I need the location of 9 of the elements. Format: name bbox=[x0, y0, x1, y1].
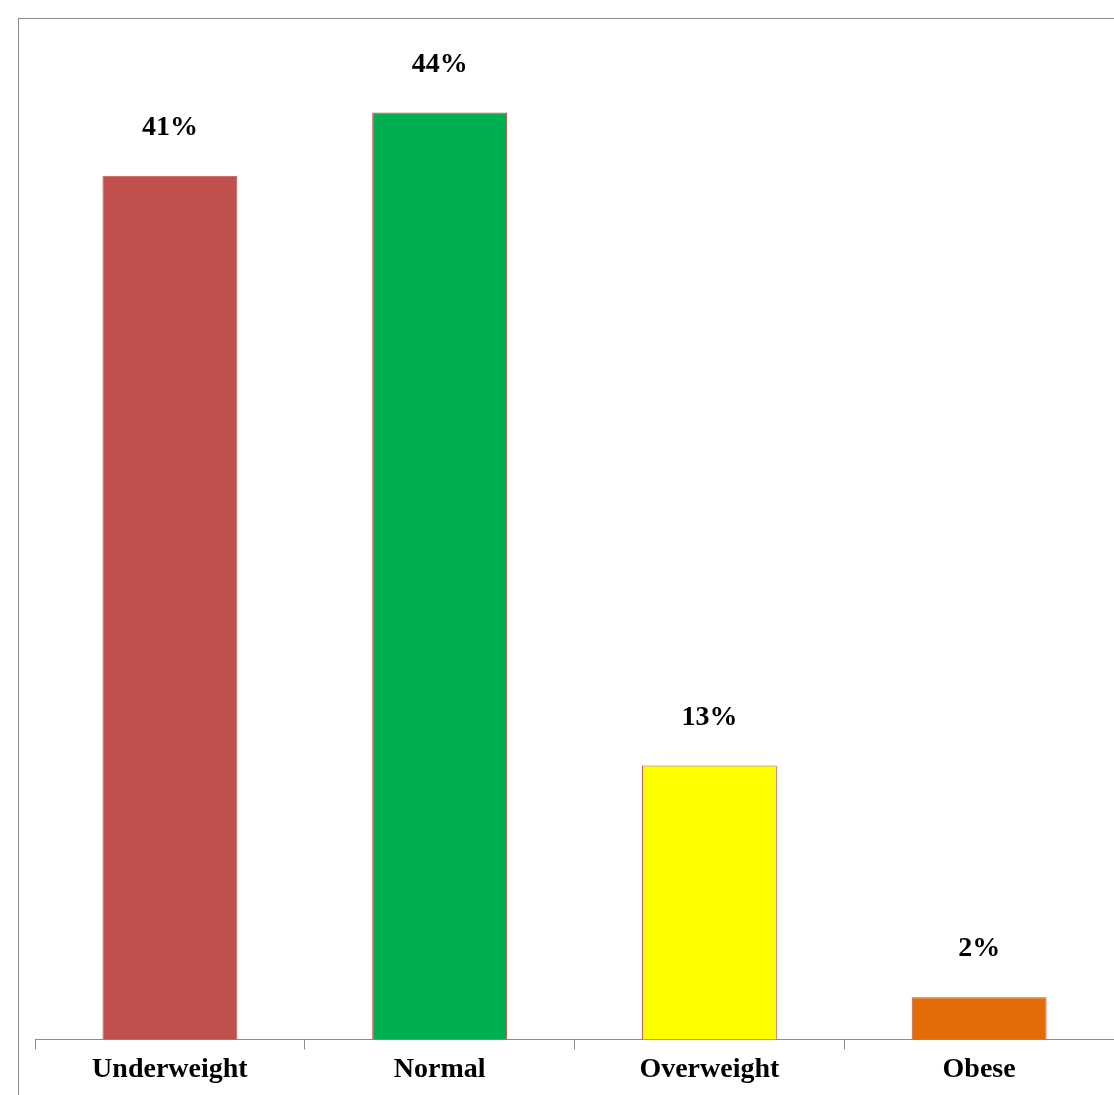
data-label: 2% bbox=[958, 931, 1001, 963]
bar bbox=[102, 175, 238, 1040]
data-label: 13% bbox=[681, 699, 738, 731]
x-tick-label: Underweight bbox=[92, 1052, 249, 1084]
data-label: 41% bbox=[141, 109, 198, 141]
x-tick-label: Obese bbox=[942, 1052, 1016, 1084]
x-tick-label: Overweight bbox=[639, 1052, 781, 1084]
data-label: 44% bbox=[411, 46, 468, 78]
x-tick-label: Normal bbox=[393, 1052, 486, 1084]
